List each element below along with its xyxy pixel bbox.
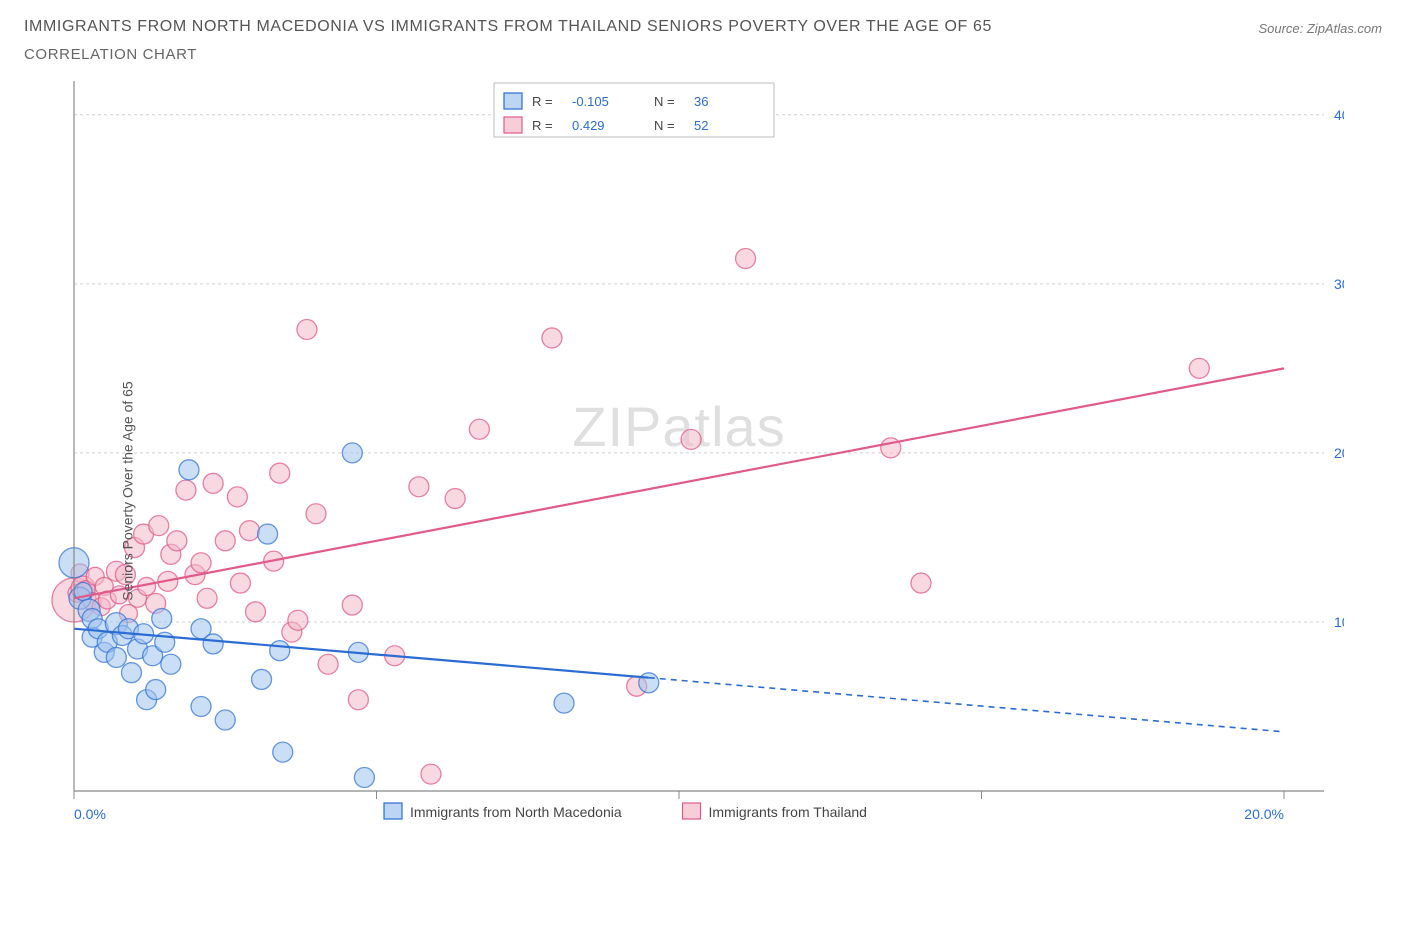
data-point xyxy=(167,531,187,551)
data-point xyxy=(288,610,308,630)
data-point xyxy=(348,690,368,710)
data-point xyxy=(736,249,756,269)
y-tick-label: 40.0% xyxy=(1334,107,1344,123)
data-point xyxy=(179,460,199,480)
data-point xyxy=(149,516,169,536)
data-point xyxy=(239,521,259,541)
data-point xyxy=(318,654,338,674)
data-point xyxy=(121,663,141,683)
data-point xyxy=(146,680,166,700)
y-axis-label: Seniors Poverty Over the Age of 65 xyxy=(120,381,136,600)
data-point xyxy=(258,524,278,544)
data-point xyxy=(409,477,429,497)
data-point xyxy=(215,531,235,551)
legend-swatch xyxy=(504,93,522,109)
data-point xyxy=(342,443,362,463)
svg-text:R =: R = xyxy=(532,118,553,133)
data-point xyxy=(911,573,931,593)
data-point xyxy=(197,588,217,608)
data-point xyxy=(1189,358,1209,378)
stats-legend: R = -0.105 N = 36 R = 0.429 N = 52 xyxy=(494,83,774,137)
svg-text:N =: N = xyxy=(654,118,675,133)
data-point xyxy=(542,328,562,348)
data-point xyxy=(554,693,574,713)
data-point xyxy=(203,634,223,654)
data-point xyxy=(176,480,196,500)
y-tick-label: 10.0% xyxy=(1334,614,1344,630)
x-tick-label: 20.0% xyxy=(1244,806,1284,822)
data-point xyxy=(297,320,317,340)
legend-label: Immigrants from Thailand xyxy=(709,804,867,820)
svg-text:R =: R = xyxy=(532,94,553,109)
svg-text:52: 52 xyxy=(694,118,708,133)
data-point xyxy=(342,595,362,615)
data-point xyxy=(106,647,126,667)
correlation-scatter-chart: 10.0% 20.0% 30.0% 40.0% ZIPatlas 0.0% 20.0% R =… xyxy=(24,71,1344,911)
series-nm xyxy=(59,443,659,788)
data-point xyxy=(681,429,701,449)
data-point xyxy=(306,504,326,524)
data-point xyxy=(161,654,181,674)
watermark: ZIPatlas xyxy=(572,395,785,458)
data-point xyxy=(270,463,290,483)
data-point xyxy=(270,641,290,661)
svg-text:-0.105: -0.105 xyxy=(572,94,609,109)
svg-text:N =: N = xyxy=(654,94,675,109)
data-point xyxy=(191,553,211,573)
data-point xyxy=(445,489,465,509)
legend-swatch xyxy=(504,117,522,133)
data-point xyxy=(152,609,172,629)
svg-text:0.429: 0.429 xyxy=(572,118,605,133)
chart-container: Seniors Poverty Over the Age of 65 10.0%… xyxy=(24,71,1382,911)
regression-line-nm-ext xyxy=(649,678,1284,732)
chart-subtitle: CORRELATION CHART xyxy=(24,46,1382,63)
gridlines xyxy=(74,115,1324,622)
legend-swatch xyxy=(683,803,701,819)
source-label: Source: ZipAtlas.com xyxy=(1258,21,1382,36)
data-point xyxy=(469,419,489,439)
series-legend: Immigrants from North Macedonia Immigrant… xyxy=(384,803,867,820)
series-th xyxy=(52,249,1209,785)
data-point xyxy=(191,696,211,716)
x-tick-label: 0.0% xyxy=(74,806,106,822)
data-point xyxy=(354,767,374,787)
data-point xyxy=(639,673,659,693)
svg-text:36: 36 xyxy=(694,94,708,109)
y-tick-label: 30.0% xyxy=(1334,276,1344,292)
data-point xyxy=(246,602,266,622)
data-point xyxy=(273,742,293,762)
y-tick-label: 20.0% xyxy=(1334,445,1344,461)
data-point xyxy=(203,473,223,493)
data-point xyxy=(252,669,272,689)
data-point xyxy=(215,710,235,730)
data-point xyxy=(227,487,247,507)
chart-title: IMMIGRANTS FROM NORTH MACEDONIA VS IMMIG… xyxy=(24,18,992,36)
legend-label: Immigrants from North Macedonia xyxy=(410,804,622,820)
data-point xyxy=(230,573,250,593)
legend-swatch xyxy=(384,803,402,819)
data-point xyxy=(421,764,441,784)
